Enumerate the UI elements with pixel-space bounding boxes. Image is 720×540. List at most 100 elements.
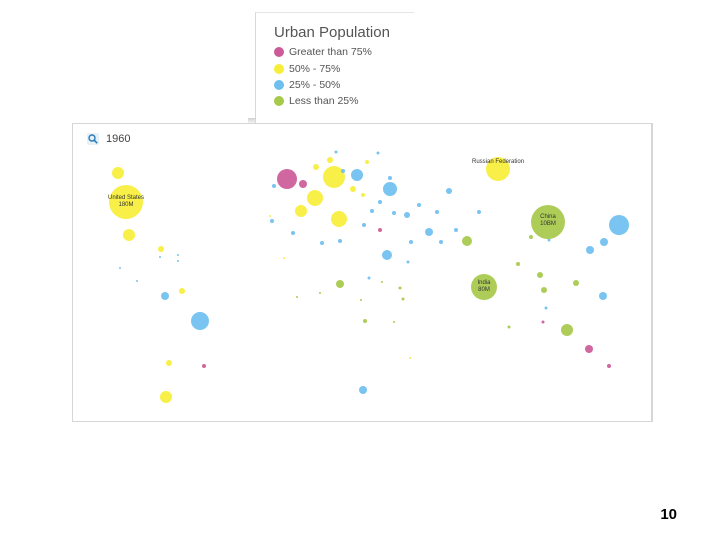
country-bubble[interactable] bbox=[362, 223, 366, 227]
country-bubble[interactable] bbox=[425, 228, 433, 236]
country-bubble[interactable] bbox=[392, 211, 396, 215]
country-bubble[interactable] bbox=[462, 236, 472, 246]
legend-item-greater-than-75: Greater than 75% bbox=[274, 45, 372, 59]
country-bubble[interactable] bbox=[331, 211, 347, 227]
country-bubble[interactable] bbox=[136, 280, 138, 282]
country-bubble[interactable] bbox=[383, 182, 397, 196]
country-bubble[interactable] bbox=[409, 240, 413, 244]
country-bubble[interactable] bbox=[177, 254, 179, 256]
country-bubble[interactable] bbox=[486, 157, 510, 181]
year-label: 1960 bbox=[106, 133, 131, 145]
country-bubble[interactable] bbox=[547, 238, 551, 242]
country-bubble[interactable] bbox=[404, 212, 410, 218]
country-bubble[interactable] bbox=[516, 262, 520, 266]
country-bubble[interactable] bbox=[295, 205, 307, 217]
country-bubble[interactable] bbox=[191, 312, 209, 330]
country-bubble[interactable] bbox=[320, 241, 324, 245]
country-bubble[interactable] bbox=[159, 256, 161, 258]
country-bubble[interactable] bbox=[307, 190, 323, 206]
country-bubble[interactable] bbox=[531, 205, 565, 239]
country-bubble[interactable] bbox=[319, 292, 321, 294]
country-bubble[interactable] bbox=[341, 169, 345, 173]
bubble-country-label: India bbox=[477, 280, 491, 286]
country-bubble[interactable] bbox=[166, 360, 172, 366]
legend-item-less-than-25: Less than 25% bbox=[274, 94, 358, 108]
country-bubble[interactable] bbox=[599, 292, 607, 300]
country-bubble[interactable] bbox=[378, 228, 382, 232]
country-bubble[interactable] bbox=[388, 176, 392, 180]
country-bubble[interactable] bbox=[446, 188, 452, 194]
country-bubble[interactable] bbox=[179, 288, 185, 294]
country-bubble[interactable] bbox=[360, 299, 362, 301]
country-bubble[interactable] bbox=[586, 246, 594, 254]
country-bubble[interactable] bbox=[202, 364, 206, 368]
country-bubble[interactable] bbox=[367, 276, 371, 280]
country-bubble[interactable] bbox=[112, 167, 124, 179]
country-bubble[interactable] bbox=[585, 345, 593, 353]
country-bubble[interactable] bbox=[109, 185, 143, 219]
country-bubble[interactable] bbox=[417, 203, 421, 207]
country-bubble[interactable] bbox=[393, 321, 395, 323]
country-bubble[interactable] bbox=[323, 166, 345, 188]
country-bubble[interactable] bbox=[541, 320, 545, 324]
country-bubble[interactable] bbox=[291, 231, 295, 235]
country-bubble[interactable] bbox=[365, 160, 369, 164]
country-bubble[interactable] bbox=[561, 324, 573, 336]
country-bubble[interactable] bbox=[270, 219, 274, 223]
country-bubble[interactable] bbox=[351, 169, 363, 181]
country-bubble[interactable] bbox=[544, 306, 548, 310]
country-bubble[interactable] bbox=[350, 186, 356, 192]
country-bubble[interactable] bbox=[507, 325, 511, 329]
country-bubble[interactable] bbox=[361, 193, 365, 197]
country-bubble[interactable] bbox=[409, 357, 411, 359]
country-bubble[interactable] bbox=[296, 296, 298, 298]
country-bubble[interactable] bbox=[454, 228, 458, 232]
country-bubble[interactable] bbox=[161, 292, 169, 300]
country-bubble[interactable] bbox=[376, 151, 380, 155]
legend-item-25-50: 25% - 50% bbox=[274, 78, 340, 92]
country-bubble[interactable] bbox=[529, 235, 533, 239]
country-bubble[interactable] bbox=[541, 287, 547, 293]
country-bubble[interactable] bbox=[406, 260, 410, 264]
country-bubble[interactable] bbox=[269, 215, 271, 217]
country-bubble[interactable] bbox=[477, 210, 481, 214]
country-bubble[interactable] bbox=[277, 169, 297, 189]
country-bubble[interactable] bbox=[607, 364, 611, 368]
bubble-population-label: 10BM bbox=[540, 221, 556, 227]
country-bubble[interactable] bbox=[359, 386, 367, 394]
country-bubble[interactable] bbox=[338, 239, 342, 243]
country-bubble[interactable] bbox=[573, 280, 579, 286]
country-bubble[interactable] bbox=[327, 157, 333, 163]
country-bubble[interactable] bbox=[471, 274, 497, 300]
country-bubble[interactable] bbox=[381, 281, 383, 283]
country-bubble[interactable] bbox=[537, 272, 543, 278]
country-bubble[interactable] bbox=[398, 286, 402, 290]
country-bubble[interactable] bbox=[609, 215, 629, 235]
magnifier-icon[interactable] bbox=[87, 133, 99, 145]
country-bubble[interactable] bbox=[336, 280, 344, 288]
country-bubble[interactable] bbox=[600, 238, 608, 246]
country-bubble[interactable] bbox=[401, 297, 405, 301]
country-bubble[interactable] bbox=[382, 250, 392, 260]
country-bubble[interactable] bbox=[160, 391, 172, 403]
legend-label: 25% - 50% bbox=[289, 79, 341, 91]
country-bubble[interactable] bbox=[158, 246, 164, 252]
country-bubble[interactable] bbox=[177, 260, 179, 262]
legend-dot bbox=[274, 47, 284, 57]
country-bubble[interactable] bbox=[313, 164, 319, 170]
country-bubble[interactable] bbox=[435, 210, 439, 214]
country-bubble[interactable] bbox=[334, 150, 338, 154]
country-bubble[interactable] bbox=[363, 319, 367, 323]
legend-title: Urban Population bbox=[274, 24, 390, 41]
country-bubble[interactable] bbox=[378, 200, 382, 204]
country-bubble[interactable] bbox=[119, 267, 121, 269]
country-bubble[interactable] bbox=[123, 229, 135, 241]
bubble-population-label: 180M bbox=[118, 202, 133, 208]
country-bubble[interactable] bbox=[370, 209, 374, 213]
country-bubble[interactable] bbox=[299, 180, 307, 188]
country-bubble[interactable] bbox=[272, 184, 276, 188]
country-bubble[interactable] bbox=[439, 240, 443, 244]
country-bubble[interactable] bbox=[283, 257, 285, 259]
bubble-country-label: China bbox=[540, 214, 556, 220]
